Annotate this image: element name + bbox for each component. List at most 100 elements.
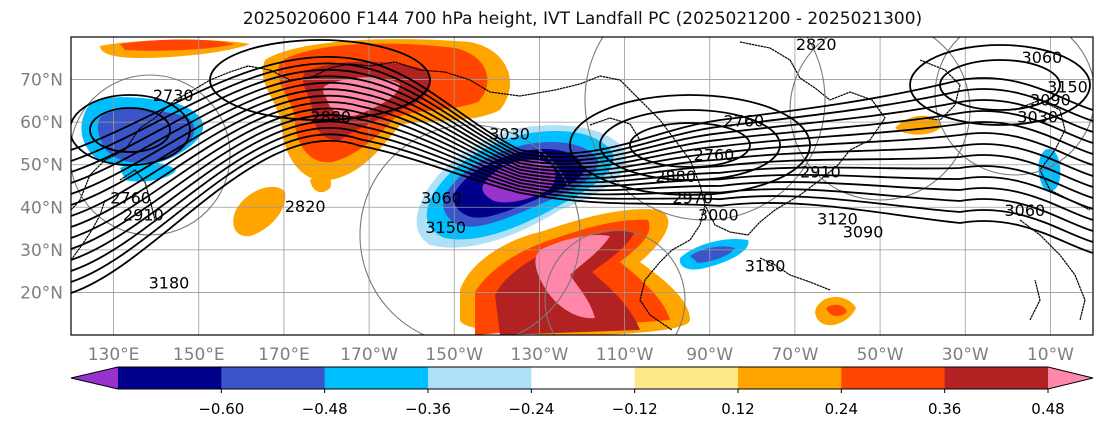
lon-tick-label: 10°W bbox=[1027, 345, 1074, 365]
height-contour-9 bbox=[71, 114, 1093, 250]
lon-tick-label: 170°W bbox=[340, 345, 398, 365]
height-closed-contour-6 bbox=[939, 59, 1061, 111]
colorbar-tick-label: 0.36 bbox=[928, 400, 961, 418]
colorbar-bin-8 bbox=[944, 367, 1049, 389]
height-closed-contour-4 bbox=[89, 107, 171, 153]
contour-label-0: 2730 bbox=[153, 86, 194, 105]
height-contour-11 bbox=[71, 126, 1093, 272]
colorbar-tick-label: −0.24 bbox=[508, 400, 554, 418]
coastline-2 bbox=[119, 169, 156, 221]
lat-tick-label: 40°N bbox=[20, 198, 63, 218]
colorbar-bin-6 bbox=[738, 367, 842, 389]
gridlines bbox=[71, 37, 1093, 335]
contour-label-9: 2970 bbox=[672, 188, 713, 207]
contour-label-21: 3090 bbox=[1030, 90, 1071, 109]
contour-label-8: 3030 bbox=[489, 124, 530, 143]
track-circle-2 bbox=[544, 229, 686, 335]
height-contour-3 bbox=[71, 75, 1093, 184]
coastline-4 bbox=[759, 257, 831, 291]
height-closed-contour-5 bbox=[909, 44, 1091, 126]
contour-label-14: 2910 bbox=[800, 163, 841, 182]
contour-label-16: 3180 bbox=[745, 256, 786, 275]
lon-tick-label: 30°W bbox=[942, 345, 989, 365]
colorbar-tick-label: −0.48 bbox=[302, 400, 348, 418]
contour-label-3: 2820 bbox=[285, 197, 326, 216]
contour-label-4: 3180 bbox=[149, 273, 190, 292]
coastline-9 bbox=[589, 117, 641, 141]
contour-label-12: 2760 bbox=[694, 146, 735, 165]
height-closed-contour-2 bbox=[629, 122, 751, 168]
lat-tick-label: 70°N bbox=[20, 71, 63, 91]
lon-tick-label: 70°W bbox=[771, 345, 818, 365]
colorbar-bin-4 bbox=[531, 367, 636, 389]
colorbar-extend-min bbox=[71, 367, 118, 389]
colorbar-tick-label: 0.12 bbox=[721, 400, 754, 418]
map-frame bbox=[70, 36, 1094, 336]
colorbar-bin-5 bbox=[634, 367, 739, 389]
contour-label-19: 3060 bbox=[1022, 48, 1063, 67]
contour-label-15: 3120 bbox=[817, 210, 858, 229]
lon-tick-label: 170°E bbox=[258, 345, 310, 365]
contour-label-18: 2820 bbox=[796, 35, 837, 54]
colorbar-tick-label: −0.36 bbox=[405, 400, 451, 418]
contour-label-11: 2760 bbox=[723, 112, 764, 131]
height-contour-8 bbox=[71, 107, 1093, 239]
ivt-region-22 bbox=[535, 234, 610, 319]
coastline-8 bbox=[1029, 279, 1041, 321]
coastline-7 bbox=[1019, 219, 1086, 321]
contour-label-10: 3000 bbox=[698, 205, 739, 224]
colorbar-outline bbox=[70, 366, 1094, 390]
height-closed-contour-1 bbox=[599, 109, 781, 181]
height-contour-4 bbox=[71, 81, 1093, 195]
contour-label-7: 2880 bbox=[310, 107, 351, 126]
lat-tick-label: 60°N bbox=[20, 113, 63, 133]
height-contour-5 bbox=[71, 88, 1093, 206]
colorbar-extend-max bbox=[1048, 367, 1093, 389]
lon-tick-label: 150°E bbox=[173, 345, 225, 365]
colorbar-bin-1 bbox=[221, 367, 326, 389]
colorbar-tick-label: 0.48 bbox=[1031, 400, 1064, 418]
contour-labels: 2730 2760 2910 2820 3180 3150 3060 2880 3030 2970… bbox=[110, 35, 1088, 292]
height-closed-contour-0 bbox=[569, 94, 811, 196]
contour-label-17: 3090 bbox=[843, 222, 884, 241]
height-contour-1 bbox=[71, 62, 1093, 162]
height-contour-6 bbox=[71, 94, 1093, 217]
contour-label-2: 2910 bbox=[123, 205, 164, 224]
colorbar-tick-label: 0.24 bbox=[825, 400, 858, 418]
coastline-5 bbox=[919, 59, 961, 121]
contour-label-13: 2880 bbox=[655, 167, 696, 186]
track-circle-3 bbox=[584, 37, 826, 221]
height-closed-contour-3 bbox=[71, 94, 191, 166]
track-circle-1 bbox=[359, 124, 581, 335]
colorbar-bin-2 bbox=[324, 367, 429, 389]
lat-tick-label: 50°N bbox=[20, 156, 63, 176]
contour-label-23: 3060 bbox=[1005, 201, 1046, 220]
colorbar-bin-0 bbox=[118, 367, 222, 389]
height-contour-10 bbox=[71, 120, 1093, 261]
colorbar-tick-label: −0.12 bbox=[612, 400, 658, 418]
coastline-3 bbox=[639, 204, 706, 331]
lon-tick-label: 130°E bbox=[88, 345, 140, 365]
height-contour-12 bbox=[71, 133, 1093, 283]
ivt-region-9 bbox=[690, 246, 735, 263]
contour-label-22: 3030 bbox=[1017, 107, 1058, 126]
latitude-tick-labels: 20°N 30°N 40°N 50°N 60°N 70°N bbox=[20, 71, 63, 304]
contour-label-6: 3060 bbox=[421, 188, 462, 207]
height-contour-13 bbox=[71, 139, 1093, 294]
contour-label-20: 3150 bbox=[1047, 78, 1088, 97]
lon-tick-label: 150°W bbox=[425, 345, 483, 365]
ivt-region-17 bbox=[310, 174, 332, 193]
colorbar-tick-label: −0.60 bbox=[198, 400, 244, 418]
lon-tick-label: 50°W bbox=[857, 345, 904, 365]
lat-tick-label: 30°N bbox=[20, 241, 63, 261]
height-contour-2 bbox=[71, 68, 1093, 173]
lon-tick-label: 130°W bbox=[511, 345, 569, 365]
colorbar-bin-3 bbox=[428, 367, 532, 389]
ivt-region-16 bbox=[323, 77, 400, 117]
track-circle-5 bbox=[934, 37, 1093, 176]
chart-title: 2025020600 F144 700 hPa height, IVT Land… bbox=[242, 9, 923, 29]
lon-tick-label: 110°W bbox=[596, 345, 654, 365]
ivt-region-18 bbox=[233, 186, 286, 237]
